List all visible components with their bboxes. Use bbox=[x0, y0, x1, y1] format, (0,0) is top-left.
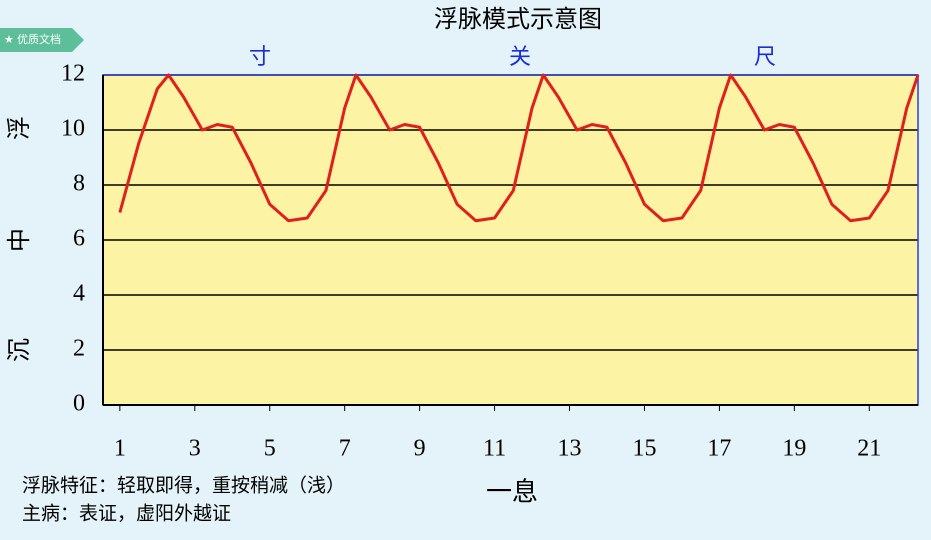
note: 主病：表证，虚阳外越证 bbox=[22, 503, 231, 525]
y-tick-label: 4 bbox=[73, 281, 85, 307]
y-tick-label: 8 bbox=[73, 171, 85, 197]
y-tick-label: 2 bbox=[73, 336, 85, 362]
x-tick-label: 11 bbox=[483, 436, 506, 462]
badge-bg bbox=[0, 28, 84, 52]
x-tick-label: 3 bbox=[189, 436, 201, 462]
x-tick-label: 1 bbox=[114, 436, 126, 462]
x-tick-label: 9 bbox=[414, 436, 426, 462]
side-label: 中 bbox=[5, 228, 33, 252]
pulse-line bbox=[118, 73, 920, 223]
chart-title: 浮脉模式示意图 bbox=[434, 5, 602, 33]
x-tick-label: 7 bbox=[339, 436, 351, 462]
x-tick-label: 17 bbox=[707, 436, 731, 462]
x-tick-label: 13 bbox=[558, 436, 582, 462]
top-label: 寸 bbox=[249, 45, 271, 70]
note: 浮脉特征：轻取即得，重按稍减（浅） bbox=[22, 475, 345, 497]
x-tick-label: 21 bbox=[857, 436, 881, 462]
x-tick-label: 5 bbox=[264, 436, 276, 462]
y-tick-label: 12 bbox=[61, 61, 85, 87]
y-tick-label: 10 bbox=[61, 116, 85, 142]
side-label: 沉 bbox=[5, 338, 33, 362]
x-tick-label: 15 bbox=[632, 436, 656, 462]
side-label: 浮 bbox=[5, 116, 33, 140]
y-tick-label: 6 bbox=[73, 226, 85, 252]
x-tick-label: 19 bbox=[782, 436, 806, 462]
x-axis-title: 一息 bbox=[486, 478, 538, 508]
top-label: 关 bbox=[509, 45, 531, 70]
badge-star: ★ bbox=[4, 33, 14, 46]
top-label: 尺 bbox=[754, 45, 776, 70]
y-tick-label: 0 bbox=[73, 391, 85, 417]
badge: 优质文档 bbox=[17, 32, 61, 46]
